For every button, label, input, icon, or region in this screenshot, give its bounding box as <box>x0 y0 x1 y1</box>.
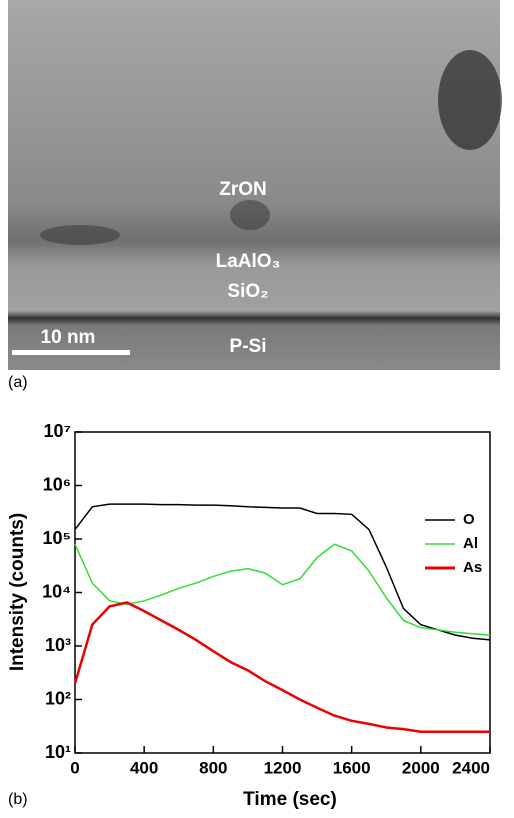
series-line <box>74 543 491 636</box>
dark-spot <box>40 225 120 245</box>
layer-label: SiO₂ <box>227 281 268 302</box>
series-line <box>73 601 490 733</box>
tem-background <box>8 0 500 370</box>
panel-label: (b) <box>8 791 28 808</box>
tem-image: ZrON LaAlO₃ SiO₂ P-Si 10 nm <box>8 0 502 370</box>
x-tick-label: 400 <box>130 758 158 777</box>
legend-label: O <box>463 511 475 528</box>
legend-label: Al <box>463 535 478 552</box>
series-line <box>74 503 491 641</box>
layer-label: LaAlO₃ <box>216 251 281 272</box>
y-axis-label: Intensity (counts) <box>7 513 28 671</box>
layer-label: ZrON <box>219 179 267 200</box>
dark-spot <box>230 200 270 230</box>
y-tick-label: 10³ <box>45 635 71 655</box>
x-tick-label: 2000 <box>402 758 440 777</box>
x-tick-label: 800 <box>199 758 227 777</box>
y-tick-label: 10⁵ <box>43 528 71 548</box>
plot-frame <box>74 431 491 754</box>
x-tick-label: 1200 <box>264 758 302 777</box>
panel-label: (a) <box>8 374 28 391</box>
layer-label: P-Si <box>230 336 267 357</box>
legend-label: As <box>463 559 482 576</box>
y-tick-label: 10⁷ <box>44 421 71 441</box>
x-tick-label: 0 <box>70 758 79 777</box>
y-tick-label: 10² <box>45 688 71 708</box>
y-tick-label: 10¹ <box>45 742 71 762</box>
y-tick-label: 10⁴ <box>42 581 71 601</box>
scale-bar <box>12 350 130 355</box>
x-axis-label: Time (sec) <box>243 789 337 810</box>
x-tick-label: 2400 <box>452 758 490 777</box>
y-tick-label: 10⁶ <box>43 474 71 494</box>
dark-grain <box>438 50 502 150</box>
scale-bar-label: 10 nm <box>41 327 96 348</box>
x-tick-label: 1600 <box>333 758 371 777</box>
